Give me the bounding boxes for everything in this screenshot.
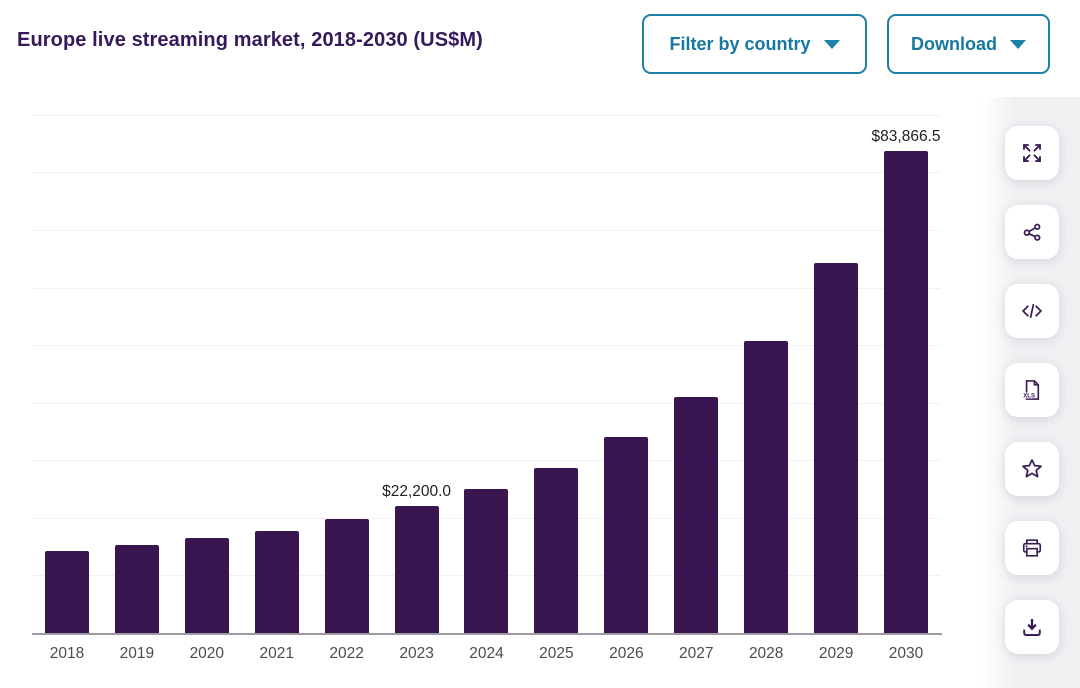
bar-slot-2030: $83,866.5: [871, 110, 941, 634]
x-axis-label-2019: 2019: [119, 645, 155, 662]
bar-2020[interactable]: [184, 538, 229, 634]
bar-2027[interactable]: [674, 396, 719, 634]
bar-2018[interactable]: [44, 550, 89, 634]
gridline-80000: [32, 172, 941, 174]
printer-icon: [1022, 539, 1042, 557]
bar-slot-2023: $22,200.0: [382, 110, 452, 634]
bar-slot-2018: [32, 110, 102, 634]
x-axis-label-2022: 2022: [329, 645, 364, 662]
chevron-down-icon: [1010, 39, 1026, 49]
download-icon: [1023, 618, 1041, 636]
bar-2019[interactable]: [114, 545, 159, 634]
gridline-30000: [32, 460, 941, 462]
x-axis-label-2029: 2029: [818, 645, 854, 662]
x-axis-label-2025: 2025: [539, 645, 574, 662]
x-axis-labels: 2018 2019 2020 2021 2022 2023 2024 2025 2026 2027…: [32, 645, 941, 663]
bar-2021[interactable]: [254, 530, 299, 634]
x-axis-label-2024: 2024: [469, 645, 504, 662]
xls-icon-label: XLS: [1023, 394, 1035, 400]
download-label: Download: [911, 33, 997, 54]
expand-fullscreen-button[interactable]: [1005, 126, 1059, 180]
gridline-40000: [32, 402, 941, 404]
share-button[interactable]: [1005, 205, 1059, 259]
gridline-70000: [32, 229, 941, 231]
bar-2030[interactable]: [884, 151, 929, 634]
x-axis-label-2028: 2028: [748, 645, 784, 662]
favorite-button[interactable]: [1005, 442, 1059, 496]
bar-slot-2029: [801, 110, 871, 634]
gridline-60000: [32, 287, 941, 289]
bar-slot-2026: [591, 110, 661, 634]
bar-2023[interactable]: [394, 506, 439, 634]
download-image-button[interactable]: [1005, 600, 1059, 654]
print-button[interactable]: [1005, 521, 1059, 575]
x-axis-label-2027: 2027: [679, 645, 714, 662]
xls-file-icon: XLS: [1022, 380, 1040, 400]
bar-2026[interactable]: [604, 437, 649, 634]
download-button[interactable]: Download: [887, 14, 1050, 74]
x-axis-label-2026: 2026: [609, 645, 644, 662]
x-axis-label-2018: 2018: [49, 645, 85, 662]
x-axis-line: [32, 633, 942, 635]
bar-slot-2022: [312, 110, 382, 634]
bar-slot-2024: [452, 110, 522, 634]
chart-toolbar: XLS: [1005, 126, 1059, 654]
bar-2024[interactable]: [464, 489, 509, 634]
gridline-50000: [32, 345, 941, 347]
bar-slot-2019: [102, 110, 172, 634]
gridline-90000: [32, 114, 941, 116]
embed-code-icon: [1021, 303, 1043, 319]
bar-2028[interactable]: [744, 341, 789, 634]
bar-chart-plot-area: $22,200.0 $83,866.5: [32, 110, 941, 634]
star-icon: [1022, 459, 1042, 478]
bar-slot-2020: [172, 110, 242, 634]
download-xls-button[interactable]: XLS: [1005, 363, 1059, 417]
embed-code-button[interactable]: [1005, 284, 1059, 338]
chevron-down-icon: [823, 39, 840, 49]
filter-by-country-label: Filter by country: [669, 33, 811, 54]
expand-icon: [1023, 144, 1041, 162]
bar-value-label-2030: $83,866.5: [871, 128, 941, 146]
bar-2025[interactable]: [534, 467, 579, 634]
chart-title: Europe live streaming market, 2018-2030 …: [17, 29, 483, 51]
x-axis-label-2020: 2020: [189, 645, 225, 662]
bar-2029[interactable]: [814, 262, 859, 634]
bar-slot-2025: [521, 110, 591, 634]
share-icon: [1023, 223, 1041, 241]
bar-slot-2027: [661, 110, 731, 634]
bar-slot-2028: [731, 110, 801, 634]
bar-value-label-2023: $22,200.0: [382, 483, 452, 501]
bar-2022[interactable]: [324, 519, 369, 634]
x-axis-label-2021: 2021: [259, 645, 294, 662]
x-axis-label-2030: 2030: [888, 645, 924, 662]
bar-slot-2021: [242, 110, 312, 634]
filter-by-country-button[interactable]: Filter by country: [642, 14, 867, 74]
x-axis-label-2023: 2023: [399, 645, 434, 662]
